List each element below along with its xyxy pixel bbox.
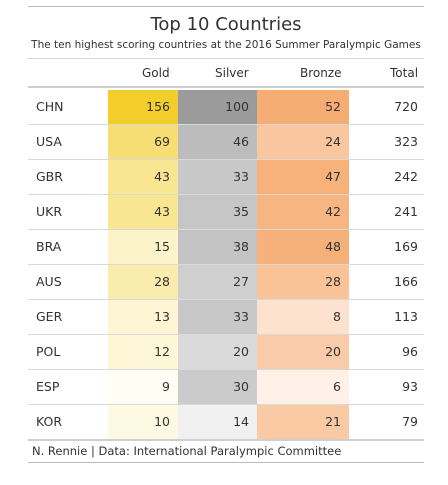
bronze-cell: 42: [257, 195, 349, 229]
gold-cell: 15: [108, 230, 178, 264]
silver-cell: 20: [178, 335, 257, 369]
silver-cell: 27: [178, 265, 257, 299]
silver-cell: 30: [178, 370, 257, 404]
total-cell: 96: [402, 344, 418, 359]
row-divider: [28, 334, 424, 335]
gold-cell: 9: [108, 370, 178, 404]
bottom-rule: [28, 462, 424, 463]
gold-cell: 13: [108, 300, 178, 334]
country-cell: ESP: [36, 379, 60, 394]
silver-cell: 46: [178, 125, 257, 159]
silver-cell: 33: [178, 160, 257, 194]
total-cell: 93: [402, 379, 418, 394]
table-row: BRA 15 38 48 169: [28, 230, 424, 265]
table-row: CHN 156 100 52 720: [28, 90, 424, 125]
table-row: GER 13 33 8 113: [28, 300, 424, 335]
row-divider: [28, 369, 424, 370]
row-divider: [28, 159, 424, 160]
gold-cell: 12: [108, 335, 178, 369]
country-cell: USA: [36, 134, 62, 149]
bronze-cell: 6: [257, 370, 349, 404]
bronze-cell: 20: [257, 335, 349, 369]
country-cell: BRA: [36, 239, 62, 254]
header-rule: [28, 58, 424, 59]
row-divider: [28, 194, 424, 195]
silver-cell: 38: [178, 230, 257, 264]
gold-cell: 43: [108, 160, 178, 194]
column-header-bronze: Bronze: [300, 66, 342, 80]
total-cell: 242: [394, 169, 418, 184]
table-row: KOR 10 14 21 79: [28, 405, 424, 440]
silver-cell: 35: [178, 195, 257, 229]
row-divider: [28, 264, 424, 265]
country-cell: UKR: [36, 204, 63, 219]
table-subtitle: The ten highest scoring countries at the…: [31, 39, 421, 51]
country-cell: AUS: [36, 274, 62, 289]
table-title: Top 10 Countries: [150, 14, 302, 35]
table-row: GBR 43 33 47 242: [28, 160, 424, 195]
table-row: ESP 9 30 6 93: [28, 370, 424, 405]
table-caption: N. Rennie | Data: International Paralymp…: [32, 444, 342, 458]
row-divider: [28, 229, 424, 230]
row-divider: [28, 124, 424, 125]
bronze-cell: 48: [257, 230, 349, 264]
gold-cell: 10: [108, 405, 178, 439]
column-header-gold: Gold: [142, 66, 170, 80]
gold-cell: 43: [108, 195, 178, 229]
gold-cell: 69: [108, 125, 178, 159]
column-header-total: Total: [390, 66, 419, 80]
silver-cell: 100: [178, 90, 257, 124]
total-cell: 720: [394, 99, 418, 114]
gold-cell: 28: [108, 265, 178, 299]
column-header-silver: Silver: [215, 66, 249, 80]
total-cell: 79: [402, 414, 418, 429]
silver-cell: 14: [178, 405, 257, 439]
total-cell: 169: [394, 239, 418, 254]
total-cell: 166: [394, 274, 418, 289]
country-cell: POL: [36, 344, 61, 359]
table-row: POL 12 20 20 96: [28, 335, 424, 370]
footer-rule: [28, 439, 424, 441]
country-cell: GBR: [36, 169, 63, 184]
total-cell: 241: [394, 204, 418, 219]
table-row: UKR 43 35 42 241: [28, 195, 424, 230]
country-cell: GER: [36, 309, 63, 324]
bronze-cell: 8: [257, 300, 349, 334]
country-cell: CHN: [36, 99, 64, 114]
bronze-cell: 28: [257, 265, 349, 299]
row-divider: [28, 299, 424, 300]
bronze-cell: 47: [257, 160, 349, 194]
top-rule: [28, 6, 424, 7]
country-cell: KOR: [36, 414, 63, 429]
bronze-cell: 24: [257, 125, 349, 159]
row-divider: [28, 404, 424, 405]
gold-cell: 156: [108, 90, 178, 124]
total-cell: 323: [394, 134, 418, 149]
bronze-cell: 52: [257, 90, 349, 124]
table-row: AUS 28 27 28 166: [28, 265, 424, 300]
column-header-rule: [28, 86, 424, 88]
total-cell: 113: [394, 309, 418, 324]
bronze-cell: 21: [257, 405, 349, 439]
table-row: USA 69 46 24 323: [28, 125, 424, 160]
silver-cell: 33: [178, 300, 257, 334]
